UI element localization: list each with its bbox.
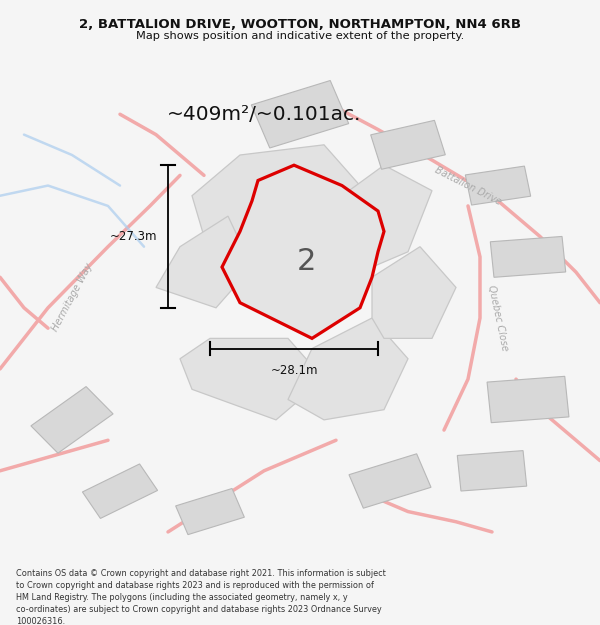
Polygon shape <box>251 81 349 148</box>
Polygon shape <box>457 451 527 491</box>
Polygon shape <box>222 165 384 338</box>
Text: Hermitage Way: Hermitage Way <box>50 262 94 333</box>
Polygon shape <box>342 165 432 267</box>
Polygon shape <box>490 236 566 278</box>
Text: Map shows position and indicative extent of the property.: Map shows position and indicative extent… <box>136 31 464 41</box>
Text: 2, BATTALION DRIVE, WOOTTON, NORTHAMPTON, NN4 6RB: 2, BATTALION DRIVE, WOOTTON, NORTHAMPTON… <box>79 19 521 31</box>
Polygon shape <box>192 145 360 267</box>
Polygon shape <box>176 489 244 534</box>
Polygon shape <box>372 247 456 338</box>
Polygon shape <box>288 318 408 420</box>
Text: ~28.1m: ~28.1m <box>270 364 318 377</box>
Text: Quebec Close: Quebec Close <box>486 284 510 352</box>
Polygon shape <box>487 376 569 423</box>
Text: 2: 2 <box>296 248 316 276</box>
Text: Battalion Drive: Battalion Drive <box>433 164 503 207</box>
Polygon shape <box>349 454 431 508</box>
Text: Contains OS data © Crown copyright and database right 2021. This information is : Contains OS data © Crown copyright and d… <box>16 569 386 625</box>
Polygon shape <box>31 387 113 453</box>
Text: ~27.3m: ~27.3m <box>110 230 157 243</box>
Polygon shape <box>82 464 158 518</box>
Text: ~409m²/~0.101ac.: ~409m²/~0.101ac. <box>167 105 361 124</box>
Polygon shape <box>466 166 530 205</box>
Polygon shape <box>180 338 324 420</box>
Polygon shape <box>371 121 445 169</box>
Polygon shape <box>156 216 252 308</box>
